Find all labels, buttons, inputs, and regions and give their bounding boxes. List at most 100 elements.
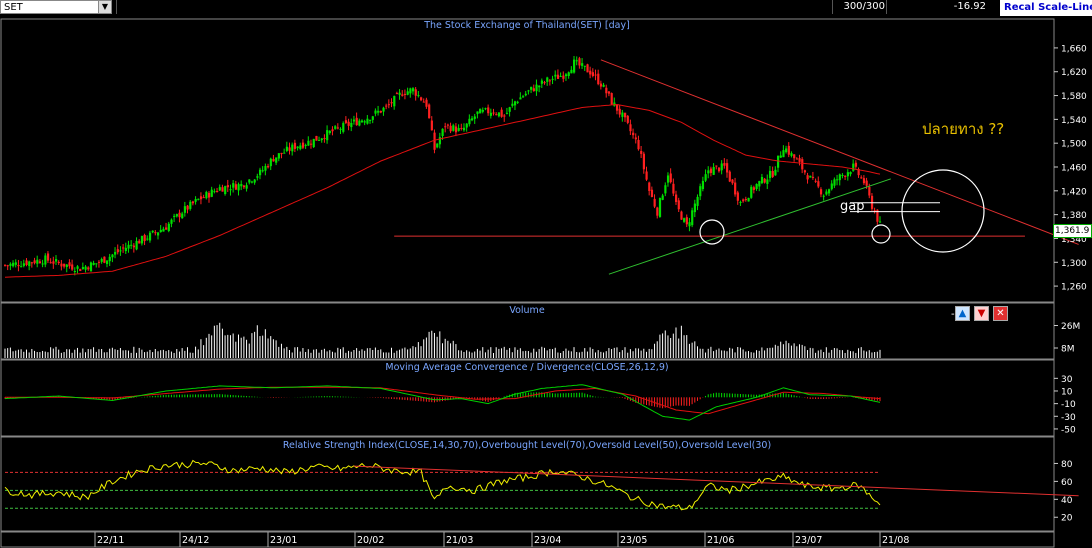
candle-body xyxy=(194,199,197,202)
price-y-tick-label: 1,500 xyxy=(1061,140,1087,150)
macd-series xyxy=(4,384,881,421)
candle-body xyxy=(36,259,39,264)
price-y-tick-label: 1,420 xyxy=(1061,187,1087,197)
candle-body xyxy=(546,77,549,82)
candle-body xyxy=(6,265,9,267)
candle-body xyxy=(140,235,144,244)
macd-signal-line xyxy=(5,386,881,415)
candle-body xyxy=(548,80,552,82)
candle-body xyxy=(575,60,578,62)
candle-body xyxy=(44,255,47,265)
candle-body xyxy=(838,174,841,181)
resistance-trendline xyxy=(600,59,1079,245)
scroll-down-icon[interactable]: ▼ xyxy=(974,306,989,321)
candle-body xyxy=(683,218,686,222)
candle-body xyxy=(100,258,103,262)
candle-body xyxy=(103,256,106,263)
candle-body xyxy=(331,129,334,132)
candle-body xyxy=(54,259,58,262)
candle-body xyxy=(403,93,407,95)
candle-body xyxy=(508,107,511,112)
candle-body xyxy=(242,185,246,188)
candle-body xyxy=(785,148,788,153)
x-tick-label: 23/04 xyxy=(534,535,561,546)
candle-body xyxy=(452,125,455,131)
candle-body xyxy=(495,114,498,116)
candle-body xyxy=(803,170,807,173)
candle-body xyxy=(460,127,463,129)
recal-scale-line-button[interactable]: Recal Scale-Line xyxy=(1000,0,1092,16)
candle-body xyxy=(551,78,554,80)
macd-y-tick-label: -50 xyxy=(1061,425,1076,435)
candle-body xyxy=(387,104,391,106)
candle-body xyxy=(33,260,36,264)
candle-body xyxy=(707,170,710,174)
candle-body xyxy=(237,184,240,191)
x-tick-label: 24/12 xyxy=(182,535,209,546)
candle-body xyxy=(828,189,831,194)
candle-body xyxy=(283,152,286,154)
price-y-tick-label: 1,460 xyxy=(1061,164,1087,174)
candle-body xyxy=(658,198,662,217)
volume-series xyxy=(4,322,881,358)
candle-body xyxy=(857,168,860,176)
chevron-down-icon[interactable]: ▼ xyxy=(98,1,111,13)
candle-body xyxy=(130,244,133,246)
candle-body xyxy=(476,111,479,114)
candle-body xyxy=(371,116,374,120)
macd-y-tick-label: -10 xyxy=(1061,400,1076,410)
candle-body xyxy=(693,203,697,213)
candle-body xyxy=(564,74,568,77)
candle-body xyxy=(473,116,476,119)
rsi-series xyxy=(4,459,1079,511)
candle-body xyxy=(806,175,809,180)
candle-body xyxy=(629,124,632,132)
candle-body xyxy=(285,146,289,151)
candle-body xyxy=(304,144,307,146)
candle-body xyxy=(210,189,213,197)
candle-body xyxy=(46,253,50,261)
candle-body xyxy=(449,125,452,132)
candle-body xyxy=(213,191,216,193)
scroll-up-icon[interactable]: ▲ xyxy=(955,306,970,321)
close-icon[interactable]: ✕ xyxy=(993,306,1008,321)
candle-body xyxy=(218,187,221,191)
candle-body xyxy=(181,213,184,219)
candle-body xyxy=(398,92,401,95)
candle-body xyxy=(624,112,627,118)
price-y-tick-label: 1,300 xyxy=(1061,259,1087,269)
candle-body xyxy=(811,176,815,178)
candle-body xyxy=(701,180,705,190)
candle-body xyxy=(390,102,393,104)
toolbar-spacer xyxy=(116,0,831,14)
x-tick-label: 21/03 xyxy=(446,535,473,546)
candle-body xyxy=(433,132,436,150)
candle-body xyxy=(648,182,651,191)
candle-body xyxy=(379,110,382,113)
candle-body xyxy=(191,201,195,204)
candle-body xyxy=(742,199,745,202)
candle-body xyxy=(868,186,871,196)
price-y-tick-label: 1,580 xyxy=(1061,92,1087,102)
candle-body xyxy=(836,179,839,181)
candle-body xyxy=(173,215,176,217)
candle-body xyxy=(704,174,707,181)
candle-body xyxy=(723,163,726,166)
rsi-line xyxy=(4,459,881,511)
candle-body xyxy=(395,93,399,95)
candle-body xyxy=(642,153,646,170)
candle-body xyxy=(151,230,154,233)
volume-y-tick-label: 26M xyxy=(1061,322,1080,332)
rsi-y-tick-label: 40 xyxy=(1061,496,1073,506)
candle-body xyxy=(822,195,825,197)
candle-body xyxy=(178,212,181,218)
candle-body xyxy=(411,88,415,92)
symbol-select[interactable]: SET ▼ xyxy=(0,0,112,14)
candle-body xyxy=(30,262,34,264)
candle-body xyxy=(734,182,737,195)
candle-body xyxy=(363,121,366,123)
candle-body xyxy=(197,198,200,200)
candle-body xyxy=(360,120,364,123)
candle-body xyxy=(73,271,76,273)
